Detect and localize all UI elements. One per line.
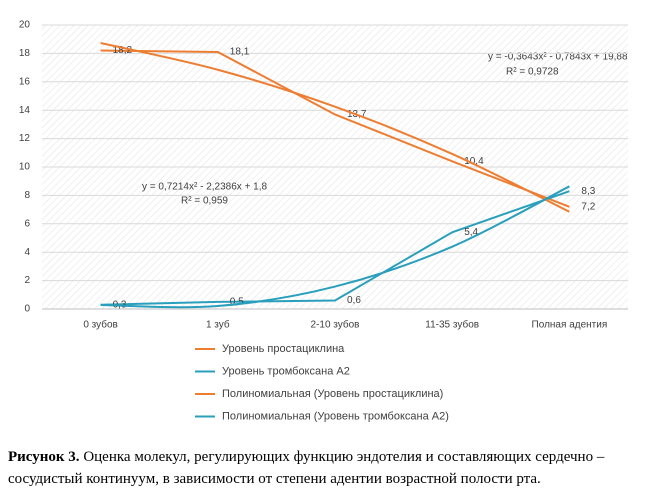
trend-line xyxy=(100,42,570,213)
data-label: 0,5 xyxy=(230,297,244,308)
data-label: 5,4 xyxy=(464,227,478,238)
caption: Рисунок 3. Оценка молекул, регулирующих … xyxy=(8,446,653,490)
caption-label: Рисунок 3. xyxy=(8,449,80,465)
chart: y = -0,3643x² - 0,7843x + 19,88 R² = 0,9… xyxy=(19,20,628,422)
equation: y = -0,3643x² - 0,7843x + 19,88 xyxy=(488,52,628,63)
x-tick-label: 2-10 зубов xyxy=(311,319,360,331)
data-label: 7,2 xyxy=(581,201,595,212)
y-tick-label: 0 xyxy=(24,304,30,315)
y-tick-label: 10 xyxy=(19,162,31,173)
data-label: 10,4 xyxy=(464,156,484,167)
legend-label: Полиномиальная (Уровень простациклина) xyxy=(222,388,443,400)
equation: y = 0,7214x² - 2,2386x + 1,8 xyxy=(142,182,268,193)
y-tick-label: 16 xyxy=(19,76,31,87)
data-label: 18,2 xyxy=(113,45,133,56)
legend-label: Полиномиальная (Уровень тромбоксана А2) xyxy=(222,410,449,422)
r-squared: R² = 0,959 xyxy=(181,196,228,207)
y-tick-label: 14 xyxy=(19,105,31,116)
legend-label: Уровень простациклина xyxy=(222,343,345,355)
y-tick-label: 2 xyxy=(24,275,30,286)
y-tick-label: 6 xyxy=(24,218,30,229)
x-tick-label: 0 зубов xyxy=(83,319,118,331)
y-tick-label: 18 xyxy=(19,48,31,59)
trend-line xyxy=(100,185,570,309)
y-tick-label: 20 xyxy=(19,20,31,31)
x-tick-label: 11-35 зубов xyxy=(425,319,479,331)
y-tick-label: 4 xyxy=(24,247,30,258)
data-label: 8,3 xyxy=(581,186,595,197)
y-tick-label: 8 xyxy=(24,190,30,201)
x-tick-label: Полная адентия xyxy=(532,320,608,331)
caption-text: Оценка молекул, регулирующих функцию энд… xyxy=(8,449,605,487)
r-squared: R² = 0,9728 xyxy=(506,67,559,78)
series-line xyxy=(100,49,570,208)
data-label: 0,6 xyxy=(347,295,361,306)
legend-label: Уровень тромбоксана А2 xyxy=(222,365,350,377)
y-tick-label: 12 xyxy=(19,133,31,144)
series-line xyxy=(100,190,570,306)
data-label: 18,1 xyxy=(230,47,250,58)
x-tick-label: 1 зуб xyxy=(206,319,230,331)
